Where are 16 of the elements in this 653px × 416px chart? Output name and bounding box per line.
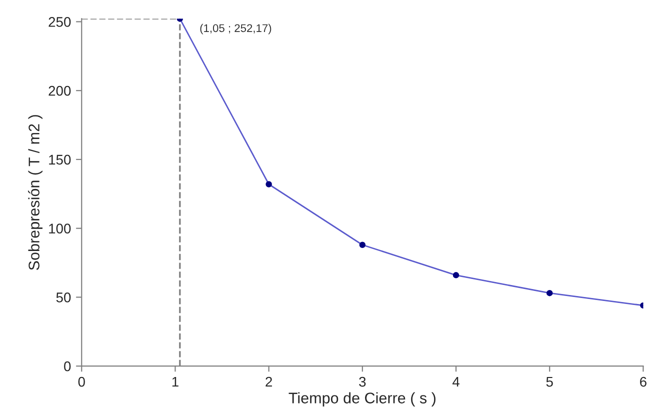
y-tick-label: 150 xyxy=(49,154,71,165)
x-tick-label: 3 xyxy=(359,376,366,387)
x-tick-label: 6 xyxy=(640,376,646,387)
x-tick-label: 5 xyxy=(546,377,553,387)
y-tick-label: 100 xyxy=(49,224,71,234)
annotation: (1,05 ; 252,17) xyxy=(200,24,272,34)
y-tick-label: 50 xyxy=(56,292,71,302)
x-tick-label: 1 xyxy=(172,377,178,387)
y-tick-label: 0 xyxy=(64,361,71,372)
x-tick-label: 0 xyxy=(78,376,85,387)
x-tick-label: 2 xyxy=(266,376,272,387)
x-tick-label: 4 xyxy=(452,377,460,387)
y-tick-label: 200 xyxy=(48,86,71,96)
x-axis-title: Tiempo de Cierre ( s ) xyxy=(288,392,436,406)
y-axis-title: Sobrepresión ( T / m2 ) xyxy=(28,115,42,270)
y-tick-label: 250 xyxy=(48,17,71,27)
